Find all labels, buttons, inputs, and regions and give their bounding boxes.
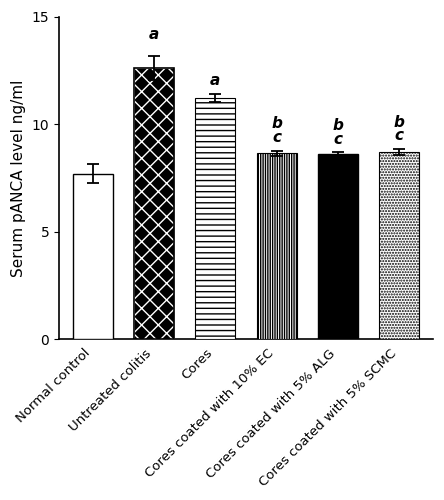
Bar [379,152,419,339]
Text: a: a [149,28,159,42]
Bar [318,154,358,339]
Bar [134,68,174,339]
Text: b
c: b c [333,118,343,146]
Bar [257,153,297,339]
Y-axis label: Serum pANCA level ng/ml: Serum pANCA level ng/ml [11,79,26,276]
Bar [134,68,174,339]
Bar [195,98,235,339]
Text: a: a [210,72,220,88]
Text: b
c: b c [271,116,282,144]
Text: b
c: b c [394,115,404,143]
Bar [73,174,113,339]
